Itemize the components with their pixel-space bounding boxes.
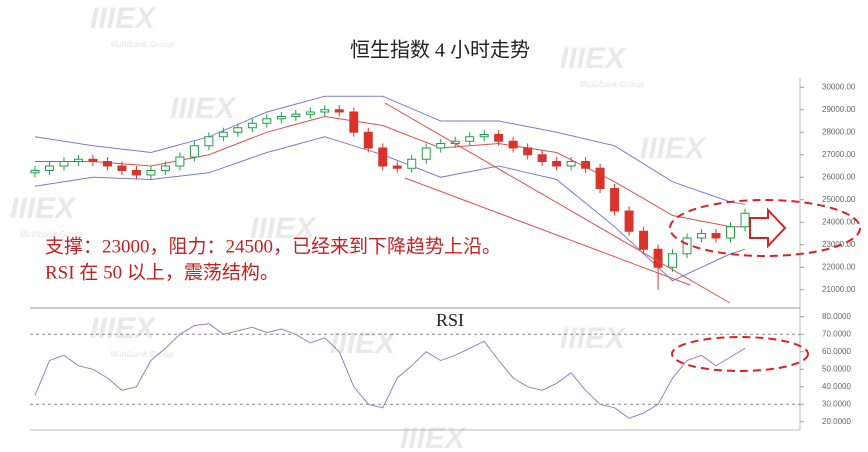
candle-body: [740, 212, 750, 228]
panel-title: RSI: [436, 310, 464, 330]
y-tick-label: 60.0000: [822, 347, 851, 356]
candle-body: [595, 167, 605, 189]
candle-body: [291, 113, 301, 117]
band-line: [34, 95, 746, 205]
candle-body: [523, 147, 533, 156]
watermark: IIIEX: [560, 322, 627, 355]
y-tick-label: 30000.00: [822, 82, 856, 91]
trend-line: [404, 177, 691, 286]
candle-body: [552, 161, 562, 167]
rsi-line: [34, 323, 746, 419]
candle-body: [566, 161, 576, 167]
candle-body: [30, 170, 40, 174]
y-tick-label: 30.0000: [822, 399, 851, 408]
candle-body: [204, 136, 214, 147]
y-tick-label: 24000.00: [822, 217, 856, 226]
candle-body: [146, 170, 156, 176]
candle-body: [697, 233, 707, 239]
candle-body: [320, 109, 330, 113]
band-line: [34, 136, 746, 282]
candle-body: [465, 136, 475, 142]
candle-body: [189, 145, 199, 158]
arrow: [749, 207, 787, 249]
y-tick-label: 40.0000: [822, 382, 851, 391]
watermark: IIIEX: [560, 42, 627, 75]
y-tick-label: 22000.00: [822, 262, 856, 271]
candle-body: [726, 226, 735, 239]
y-tick-label: 29000.00: [822, 105, 856, 114]
candle-body: [305, 111, 315, 115]
band-line: [35, 115, 745, 228]
watermark: IIIEX: [250, 212, 317, 245]
watermark: IIIEX: [330, 327, 397, 360]
y-tick-label: 21000.00: [822, 285, 856, 294]
price-panel: 30000.00 29000.00 28000.00 27000.00 26000.00…: [30, 82, 856, 294]
candle-body: [610, 188, 620, 212]
y-tick-label: 70.0000: [822, 329, 851, 338]
candle-body: [175, 156, 185, 167]
candle-body: [262, 118, 272, 124]
watermarks: IIIEX IIIEX IIIEX IIIEX IIIEX IIIEX IIIE…: [10, 2, 707, 452]
candle-body: [682, 237, 692, 255]
y-tick-label: 50.0000: [822, 364, 851, 373]
candle-body: [668, 253, 678, 268]
highlight-ellipse: [671, 336, 809, 372]
watermark-group: Multibank Group: [110, 40, 174, 49]
watermark-group: Multibank Group: [110, 350, 174, 359]
highlight-ellipse: [669, 199, 861, 257]
candle-body: [378, 147, 388, 167]
candle-body: [59, 161, 69, 167]
candle-body: [392, 165, 402, 169]
annotation: 支撑：23000，阻力：24500，已经来到下降趋势上沿。: [45, 235, 501, 257]
candle-body: [407, 158, 417, 169]
candle-body: [218, 131, 228, 138]
watermark: IIIEX: [90, 312, 157, 345]
candle-body: [233, 127, 243, 133]
watermark-group: Multibank Group: [580, 80, 644, 89]
candle-body: [276, 116, 286, 120]
candle-body: [494, 134, 504, 142]
y-tick-label: 28000.00: [822, 127, 856, 136]
candle-body: [160, 165, 170, 171]
watermark: IIIEX: [640, 132, 707, 165]
candle-body: [117, 165, 127, 171]
candle-body: [349, 111, 359, 133]
y-tick-label: 80.0000: [822, 312, 851, 321]
candle-body: [45, 165, 54, 171]
y-tick-label: 23000.00: [822, 240, 856, 249]
candle-body: [247, 122, 257, 129]
candle-body: [131, 170, 141, 176]
candle-body: [479, 134, 489, 138]
y-tick-label: 27000.00: [822, 150, 856, 159]
candle-body: [363, 131, 373, 149]
watermark: IIIEX: [400, 422, 467, 452]
candle-body: [508, 140, 518, 149]
candle-body: [653, 248, 663, 268]
candle-body: [421, 147, 431, 160]
y-tick-label: 26000.00: [822, 172, 856, 181]
watermark-group: Multibank Group: [20, 230, 84, 239]
candle-body: [537, 154, 547, 162]
candle-body: [88, 158, 98, 162]
candle-body: [624, 210, 634, 232]
rsi-panel: 80.0000 70.0000 60.0000 50.0000 40.0000 30.00…: [30, 312, 851, 426]
candle-body: [639, 230, 649, 250]
y-tick-label: 20.0000: [822, 417, 851, 426]
candle-body: [436, 143, 446, 149]
candle-body: [102, 161, 112, 167]
annotation: RSI 在 50 以上，震荡结构。: [45, 261, 279, 283]
candle-body: [581, 161, 591, 169]
watermark: IIIEX: [170, 92, 237, 125]
candle-body: [334, 109, 344, 113]
watermark: IIIEX: [90, 2, 157, 35]
y-tick-label: 25000.00: [822, 195, 856, 204]
watermark: IIIEX: [10, 192, 77, 225]
chart-title: 恒生指数 4 小时走势: [350, 39, 530, 62]
candle-body: [73, 158, 83, 162]
trend-line: [384, 102, 731, 304]
candle-body: [711, 233, 721, 239]
